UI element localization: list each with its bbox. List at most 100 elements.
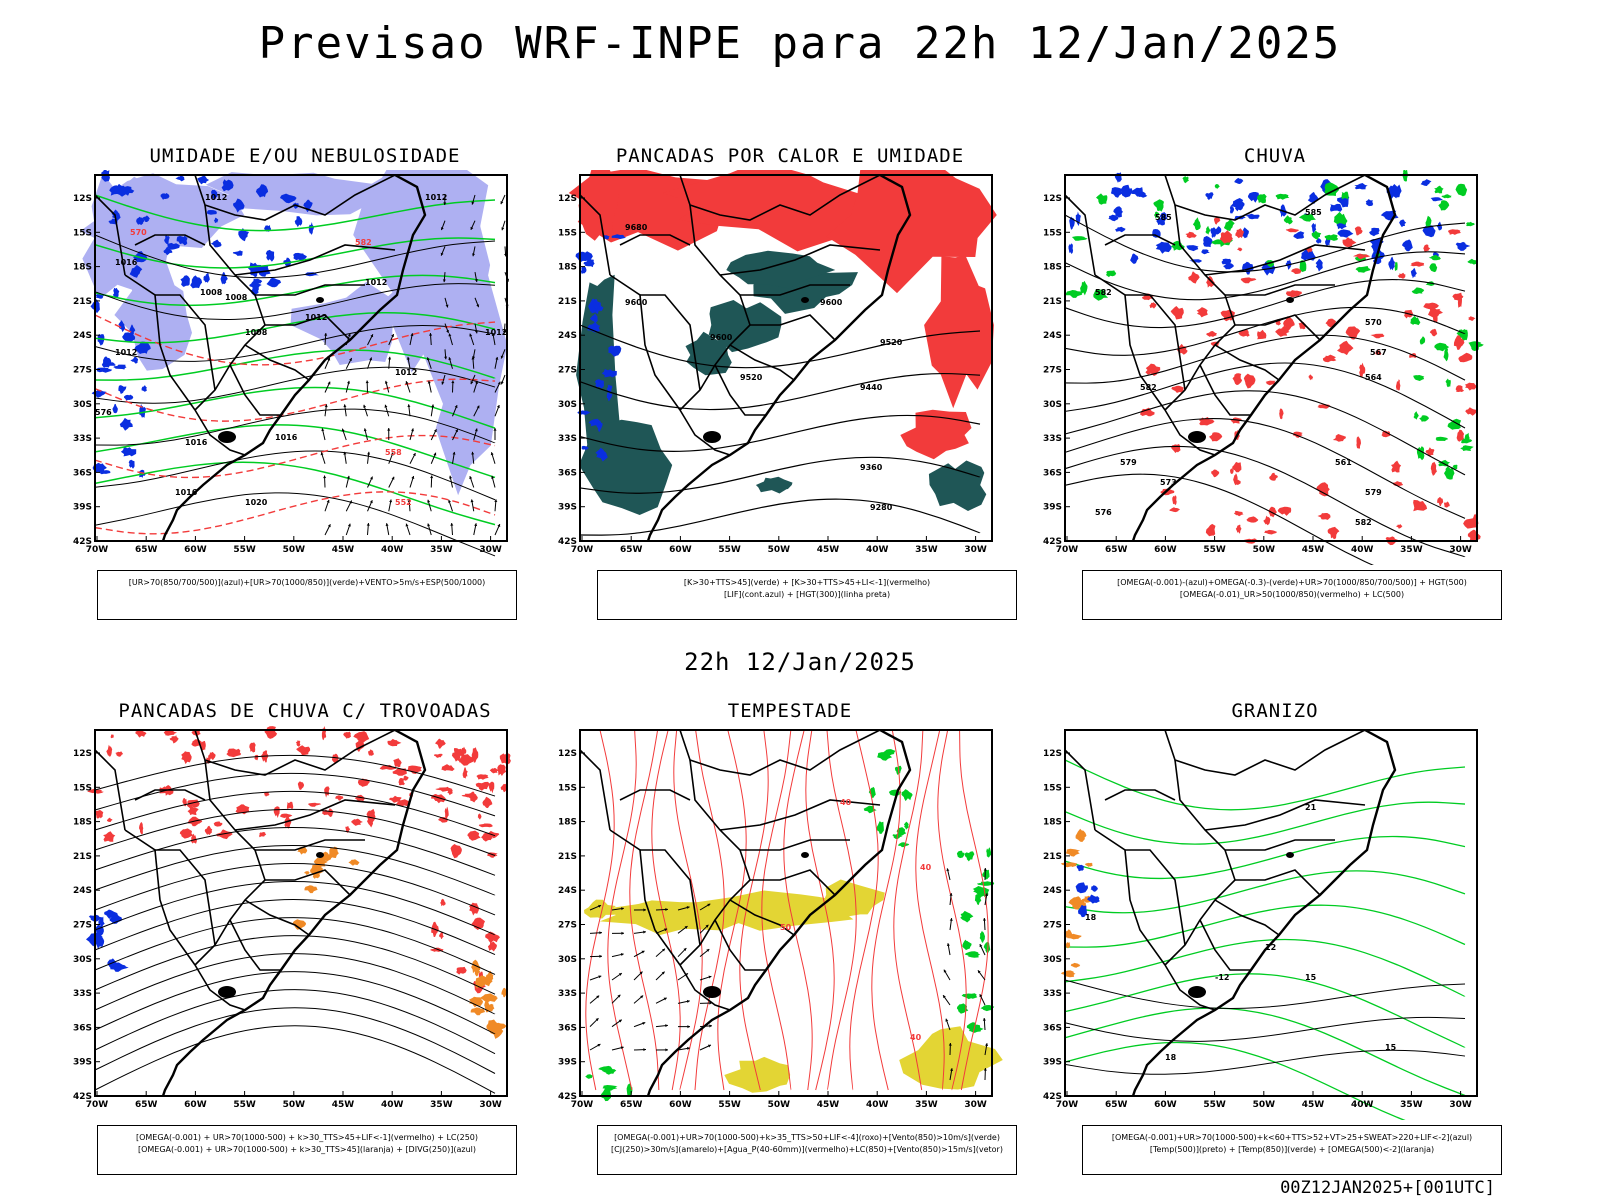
wind-vector [985,1043,989,1046]
wind-vector [405,523,409,527]
hgt300-contour [579,456,981,494]
wind-vector [407,499,411,502]
wind-vector [387,428,391,431]
border-line [124,829,196,966]
omega-strong-speck [1096,193,1108,205]
jet-stream-area [724,1056,791,1093]
border-line [679,964,731,1011]
streamline [94,989,496,1055]
pressure-isobar [94,283,496,321]
omega-weak-speck [1186,245,1199,252]
omega-weak-speck [1241,227,1249,239]
border-line [1064,194,1096,276]
legend-line: [K>30+TTS>45](verde) + [K>30+TTS>45+LI<-… [683,578,931,587]
lon-label: 65W [1105,1100,1128,1110]
thunderstorm-speck [368,749,374,756]
border-line [1164,964,1216,1011]
humidity-speck [113,364,127,370]
rain-area-speck [1230,417,1242,424]
streamline [94,1007,496,1074]
wind-vector [497,381,501,385]
thunderstorm-speck [327,808,334,817]
rain-area-speck [1458,352,1473,363]
thunderstorm-speck [439,931,444,940]
wind-vector [427,380,431,384]
border-line [1235,314,1321,341]
wind-vector [709,1024,712,1028]
omega-weak-speck [1247,192,1259,203]
thunderstorm-speck [181,751,192,765]
wind-vector [384,404,388,408]
humidity-speck [293,252,307,262]
wind850-speck [964,951,981,958]
jet-stream-area [899,1026,1003,1090]
rain-area-speck [1413,499,1428,512]
hgt500-contour [1064,214,1466,273]
coastline [161,728,427,1097]
thunderstorm-speck [284,815,292,829]
wind-vector [621,931,624,935]
contour-label: 564 [1365,373,1382,382]
wind-vector [324,404,328,408]
border-line [579,749,611,831]
rain-area-speck [1456,429,1465,442]
wind-vector [327,524,331,528]
rain-area-speck [1235,228,1245,239]
contour-label: 1012 [485,328,507,337]
wind-vector [707,903,711,907]
contour-label: 1008 [225,293,248,302]
wind-vector [684,926,688,929]
run-code-label: 00Z12JAN2025+[001UTC] [1280,1178,1495,1198]
border-line [134,789,206,801]
lon-label: 65W [620,1100,643,1110]
wind-vector [349,358,352,362]
rain-area-speck [1410,261,1425,267]
low-humidity-contour [94,274,496,307]
border-line [194,729,396,776]
rain-area-speck [1463,518,1479,529]
streamline [94,772,496,817]
lat-label: 42S [558,537,577,547]
low-humidity-contour [94,461,496,526]
streamline [94,790,496,837]
contour-label: 582 [1140,383,1157,392]
wind-vector [451,380,455,384]
omega-strong-speck [1434,342,1450,352]
lat-label: 42S [1043,537,1062,547]
rain-area-speck [1170,306,1184,320]
rain-area-speck [1342,237,1357,247]
rain-area-speck [1370,333,1385,339]
contour-label: 1008 [245,328,268,337]
omega-strong-speck [1283,215,1293,225]
humidity-speck [265,249,275,262]
lat-label: 30S [558,400,577,410]
instability-speck [474,967,481,977]
pressure-isobar [94,408,496,446]
rain-area-speck [1243,373,1256,389]
coastline [1131,173,1397,542]
legend-tempestade: [OMEGA(-0.001)+UR>70(1000-500)+k>35_TTS>… [597,1125,1017,1175]
lake [1286,852,1294,858]
panel-title: PANCADAS DE CHUVA C/ TROVOADAS [118,700,492,722]
wind850-speck [979,931,985,943]
contour-label: 9520 [740,373,763,382]
map-content: 9680 9600 9600 9520 9520 9440 9360 9280 9600 [568,170,997,542]
streamline-850 [607,729,637,1091]
wind850-speck [961,993,978,1000]
hail-speck [1075,882,1088,894]
thunderstorm-speck [280,813,293,818]
humidity-speck [233,198,245,213]
omega-weak-speck [1075,211,1081,226]
hgt300-contour [579,324,981,369]
legend-chuva: [OMEGA(-0.001)-(azul)+OMEGA(-0.3)-(verde… [1082,570,1502,620]
thunderstorm-speck [450,844,462,859]
hgt500-contour [1064,362,1466,429]
low-humidity-contour [94,386,496,429]
wind-vector [390,452,394,456]
border-line [194,409,246,456]
lat-label: 39S [73,1058,92,1068]
rain-area-speck [1327,526,1340,536]
lon-label: 35W [915,545,938,555]
wind-vector [410,333,414,337]
wind-vector [385,523,389,526]
